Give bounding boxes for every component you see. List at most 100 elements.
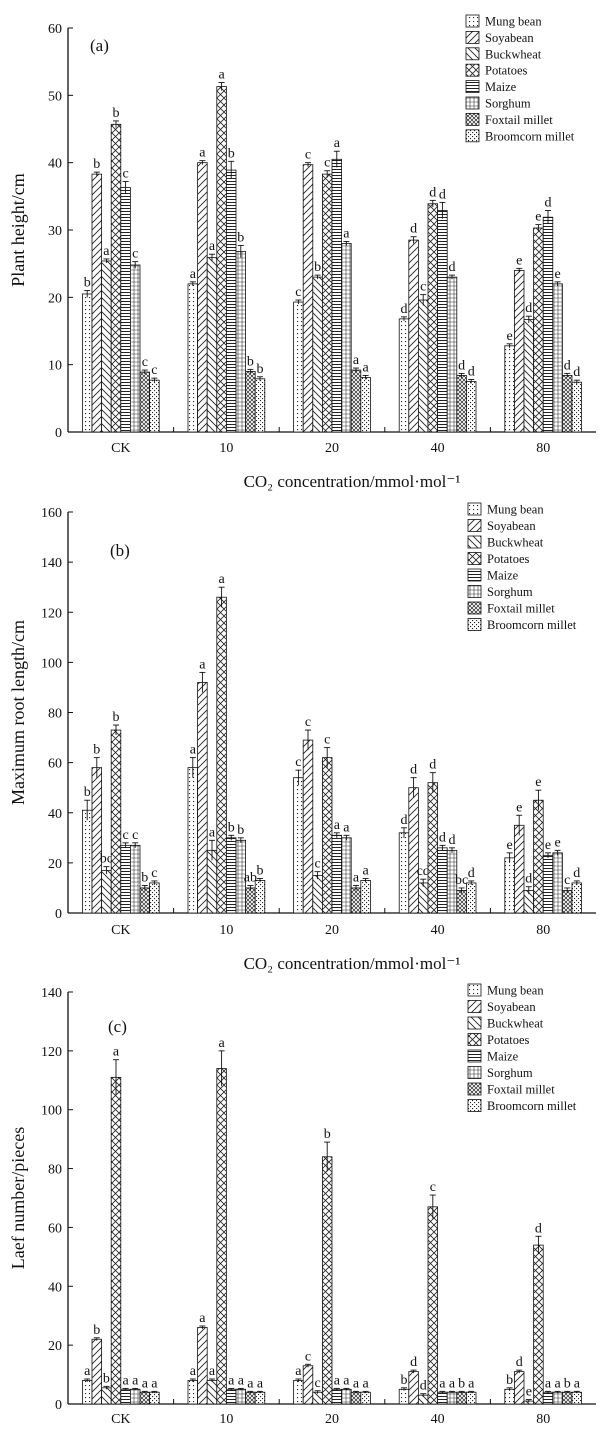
significance-label: c <box>314 1376 320 1391</box>
significance-label: c <box>151 363 157 378</box>
bar <box>456 890 467 914</box>
significance-label: a <box>103 244 110 259</box>
bar <box>187 1380 199 1405</box>
significance-label: e <box>545 838 551 853</box>
significance-label: bc <box>455 873 468 888</box>
legend-label: Mung bean <box>487 984 544 998</box>
significance-label: a <box>257 1376 264 1391</box>
bar <box>245 370 256 433</box>
significance-label: c <box>132 247 138 262</box>
significance-label: c <box>295 755 301 770</box>
x-tick-label: 80 <box>536 1412 550 1427</box>
significance-label: a <box>343 1373 350 1388</box>
significance-label: b <box>247 354 254 369</box>
x-axis-label: CO₂ concentration/mmol·mol⁻¹ <box>244 954 461 973</box>
significance-label: a <box>218 572 225 587</box>
significance-label: c <box>151 866 157 881</box>
legend-label: Foxtail millet <box>487 1083 555 1097</box>
bar <box>139 1391 151 1405</box>
significance-label: cd <box>417 864 430 879</box>
bar <box>331 834 343 914</box>
significance-label: e <box>554 835 560 850</box>
bar <box>235 1388 247 1405</box>
legend-label: Mung bean <box>487 503 544 517</box>
significance-label: d <box>410 1355 417 1370</box>
significance-label: d <box>573 866 580 881</box>
bar <box>514 269 525 433</box>
legend-swatch <box>467 1066 482 1079</box>
significance-label: a <box>449 1376 456 1391</box>
legend-label: Soyabean <box>487 519 536 533</box>
bar <box>523 319 535 433</box>
bar <box>120 844 131 914</box>
bar <box>302 739 314 914</box>
legend-swatch <box>467 601 482 615</box>
bar <box>331 158 343 433</box>
bar <box>312 875 323 914</box>
bar <box>437 210 448 433</box>
y-tick-label: 160 <box>41 506 62 521</box>
bar <box>437 1391 448 1405</box>
bar <box>552 852 563 914</box>
legend-swatch <box>467 1049 482 1063</box>
legend-swatch <box>467 618 482 631</box>
legend-swatch <box>465 63 480 77</box>
bar <box>235 251 247 433</box>
bar <box>427 1206 439 1405</box>
legend-swatch <box>467 1016 482 1030</box>
significance-label: c <box>430 1180 436 1195</box>
significance-label: b <box>93 157 100 172</box>
significance-label: a <box>574 1376 581 1391</box>
significance-label: d <box>449 833 456 848</box>
bar <box>456 1391 467 1405</box>
significance-label: a <box>334 1373 341 1388</box>
bar <box>149 1391 160 1405</box>
significance-label: c <box>324 156 330 171</box>
bar <box>312 1391 323 1405</box>
legend-label: Potatoes <box>487 552 529 566</box>
significance-label: e <box>516 253 522 268</box>
significance-label: d <box>545 195 552 210</box>
bar <box>120 1388 131 1405</box>
significance-label: a <box>218 68 225 83</box>
bar <box>408 787 419 914</box>
legend-swatch <box>467 568 482 582</box>
significance-label: b <box>84 276 91 291</box>
panel-label: (c) <box>108 1017 127 1036</box>
significance-label: a <box>362 360 369 375</box>
bar <box>533 227 544 433</box>
legend-label: Sorghum <box>487 585 533 599</box>
significance-label: bc <box>100 852 113 867</box>
x-tick-label: 20 <box>325 1412 339 1427</box>
significance-label: b <box>458 1376 465 1391</box>
significance-label: e <box>526 1385 532 1400</box>
bar <box>101 869 112 914</box>
bar <box>293 1380 304 1405</box>
bar <box>465 882 477 914</box>
legend-label: Mung bean <box>485 15 542 29</box>
significance-label: d <box>429 185 436 200</box>
bar <box>446 1391 458 1405</box>
significance-label: b <box>93 1323 100 1338</box>
bar <box>398 318 410 433</box>
bar <box>129 1388 141 1405</box>
bar <box>302 164 314 433</box>
bar <box>91 1338 103 1405</box>
y-tick-label: 40 <box>48 157 62 172</box>
bar <box>245 887 256 914</box>
legend-swatch <box>465 14 480 28</box>
bar <box>302 1365 314 1405</box>
legend-label: Foxtail millet <box>485 113 553 127</box>
significance-label: a <box>199 657 206 672</box>
y-tick-label: 120 <box>41 1045 62 1060</box>
bar <box>533 799 544 914</box>
significance-label: d <box>401 813 408 828</box>
y-tick-label: 0 <box>55 426 62 441</box>
legend-label: Broomcorn millet <box>485 129 575 143</box>
significance-label: c <box>142 355 148 370</box>
bar <box>514 1371 525 1405</box>
legend-label: Buckwheat <box>485 47 542 61</box>
legend-label: Soyabean <box>487 1000 536 1014</box>
legend-label: Foxtail millet <box>487 602 555 616</box>
significance-label: a <box>122 1373 129 1388</box>
